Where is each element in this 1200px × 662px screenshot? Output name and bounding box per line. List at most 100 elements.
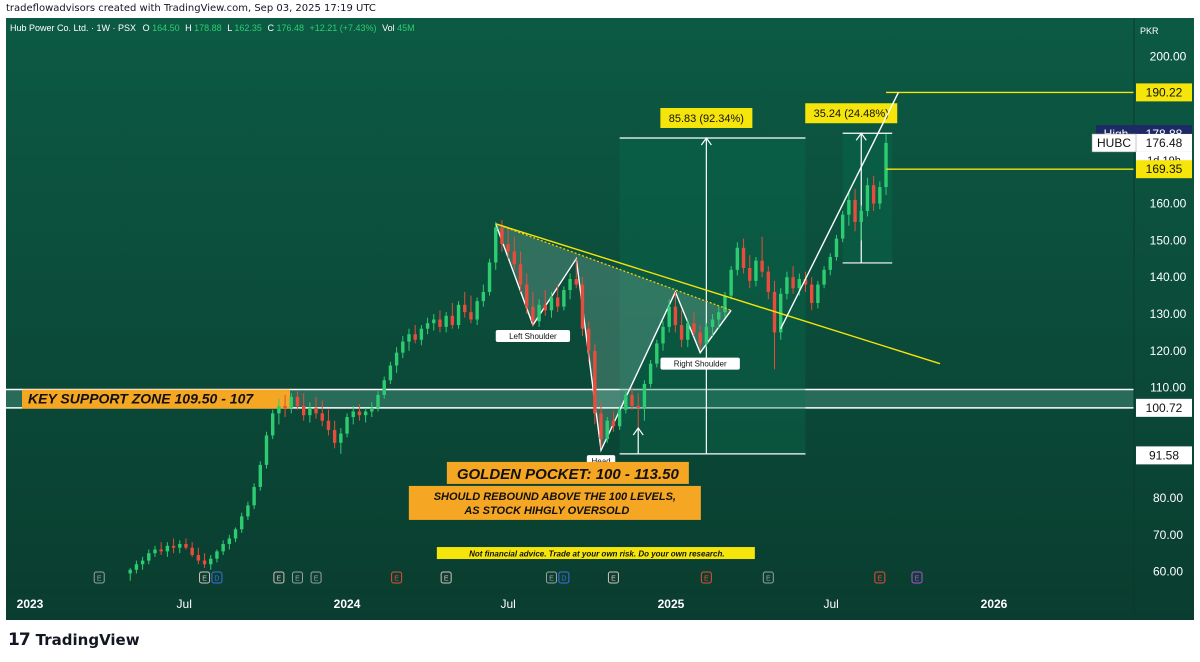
candle-body: [147, 553, 151, 561]
candle-body: [357, 411, 362, 416]
candle-body: [246, 505, 250, 517]
candle-body: [221, 544, 225, 552]
tradingview-logo-text: TradingView: [35, 631, 140, 649]
candle-body: [543, 304, 547, 311]
candle-body: [419, 328, 424, 340]
candle: [233, 527, 238, 543]
candle-body: [202, 560, 207, 565]
candle: [345, 413, 349, 438]
price-label-value: 100.72: [1146, 401, 1183, 415]
candle: [413, 325, 417, 344]
candle: [791, 266, 795, 294]
footer: 17 TradingView: [8, 630, 140, 650]
price-label-box: [1136, 133, 1192, 152]
candle: [630, 387, 634, 410]
price-chart[interactable]: KEY SUPPORT ZONE 109.50 - 107 85.83 (92.…: [6, 18, 1194, 620]
price-label-value: 190.22: [1146, 85, 1183, 99]
candle-body: [568, 279, 572, 291]
neckline-dotted: [495, 223, 732, 311]
candle-body: [301, 406, 306, 416]
event-marker-label: E: [277, 576, 282, 583]
candle: [580, 277, 585, 337]
candle-body: [165, 545, 170, 552]
candle-body: [159, 549, 163, 552]
candle-body: [314, 407, 318, 414]
candle: [227, 534, 232, 550]
candle: [314, 396, 318, 419]
event-marker-label: E: [444, 576, 449, 583]
candle: [264, 431, 269, 469]
candle-body: [475, 301, 479, 320]
chart-svg[interactable]: KEY SUPPORT ZONE 109.50 - 107 85.83 (92.…: [6, 18, 1194, 620]
candle-body: [240, 516, 244, 530]
support-zone-label-text: KEY SUPPORT ZONE 109.50 - 107: [28, 391, 254, 407]
candle: [246, 501, 250, 521]
candle-body: [605, 420, 609, 440]
candle: [332, 420, 337, 449]
candle: [704, 323, 709, 348]
x-tick-label: Jul: [823, 597, 838, 611]
candle: [611, 411, 616, 432]
event-marker: E: [93, 571, 105, 584]
candle-body: [884, 142, 888, 188]
candle: [648, 360, 653, 388]
event-marker-box: [310, 571, 322, 584]
candle: [469, 295, 473, 324]
candle: [301, 393, 306, 421]
candle-body: [171, 545, 176, 548]
y-tick-label: 130.00: [1150, 307, 1187, 321]
pattern-label-text: Head: [591, 457, 610, 466]
price-label-box: [1136, 446, 1192, 465]
candle-body: [853, 199, 857, 222]
candle-body: [518, 264, 523, 285]
event-marker: D: [558, 571, 570, 584]
candle: [642, 380, 647, 421]
candle: [543, 290, 547, 316]
pattern-label-text: Left Shoulder: [509, 332, 557, 341]
chart-attribution: tradeflowadvisors created with TradingVi…: [6, 3, 376, 14]
event-marker-label: E: [915, 576, 920, 583]
event-marker-box: [199, 571, 211, 584]
candle-body: [289, 396, 293, 408]
legend-title: Hub Power Co. Ltd. · 1W · PSX: [10, 23, 136, 33]
candle-body: [679, 325, 684, 340]
candle-body: [407, 334, 411, 342]
legend-open: 164.50: [152, 23, 180, 33]
legend-low: 162.35: [234, 23, 262, 33]
candle: [586, 321, 591, 362]
x-tick-label: 2023: [17, 597, 44, 611]
support-zone-label-box: [22, 389, 290, 409]
candle: [128, 567, 132, 581]
candle-body: [555, 297, 560, 307]
candle: [184, 538, 188, 550]
candle: [785, 271, 789, 300]
candle-body: [469, 312, 473, 320]
candle-body: [388, 365, 393, 381]
event-marker-label: D: [561, 576, 566, 583]
candle-body: [209, 558, 213, 565]
event-marker: E: [391, 571, 403, 584]
legend-open-label: O: [143, 23, 150, 33]
candle-body: [797, 279, 801, 289]
price-label-box: [1136, 160, 1192, 179]
candle: [134, 560, 139, 574]
candle: [599, 402, 603, 449]
event-marker-label: E: [314, 576, 319, 583]
event-marker-box: [874, 571, 886, 584]
candle: [729, 266, 733, 300]
candle-body: [370, 407, 374, 412]
candle-body: [809, 284, 814, 303]
candle-body: [735, 247, 740, 270]
price-label-value: 91.58: [1149, 448, 1179, 462]
price-label-value: 176.48: [1146, 136, 1183, 150]
measure-arrow-head: [855, 132, 867, 141]
candle-body: [506, 244, 510, 252]
y-tick-label: 120.00: [1150, 344, 1187, 358]
event-marker-box: [211, 571, 223, 584]
candle-body: [766, 271, 771, 292]
candle-body: [648, 363, 653, 384]
candle-body: [537, 304, 541, 322]
candle: [655, 339, 659, 368]
measure-arrow-head: [700, 136, 712, 146]
pattern-label-box: [495, 330, 571, 343]
